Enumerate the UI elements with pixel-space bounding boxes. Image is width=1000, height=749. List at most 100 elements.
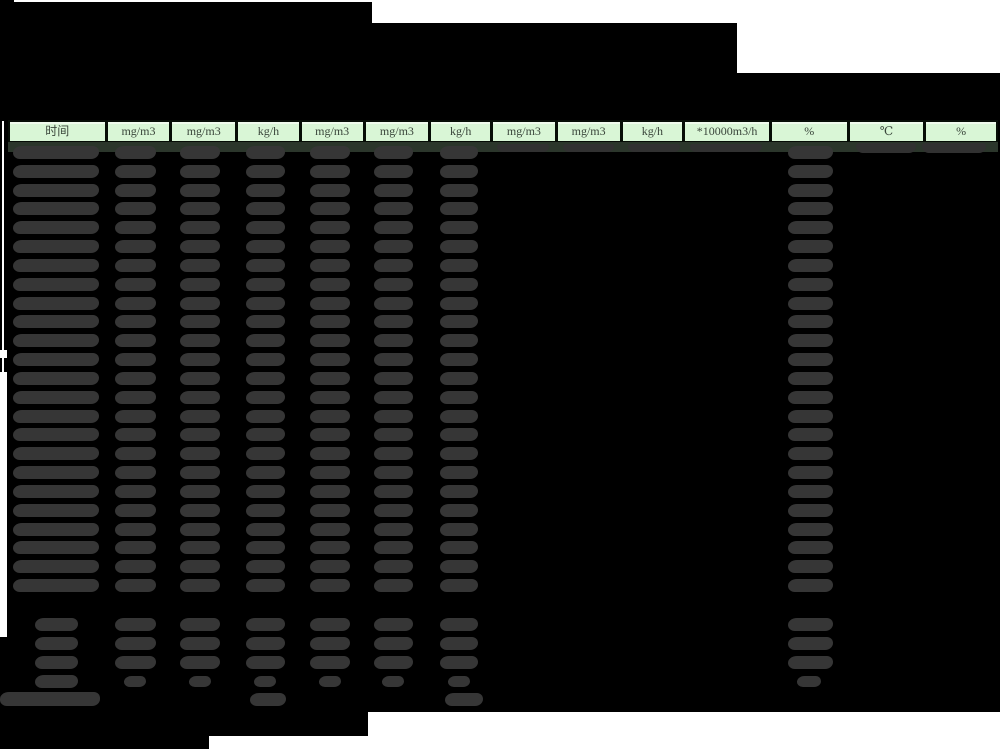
redacted-cell-value [35,655,78,669]
redacted-cell-value [374,221,413,235]
redacted-cell-value [115,296,156,310]
redacted-cell-value [180,258,220,272]
header-cell-8: mg/m3 [554,122,620,141]
redacted-cell-value [13,541,99,555]
redacted-cell-value [374,315,413,329]
redacted-cell-value [440,447,478,461]
redacted-cell-value [440,503,478,517]
redacted-cell-value [246,655,285,669]
redacted-cell-value [246,334,285,348]
redacted-cell-value [180,146,220,159]
redacted-cell-value [180,390,220,404]
redacted-cell-value [180,503,220,517]
header-cell-9: kg/h [619,122,683,141]
redacted-cell-value [35,674,78,688]
redacted-cell-value [180,183,220,197]
redacted-cell-value [497,144,549,152]
redacted-cell-value [440,466,478,480]
redacted-cell-value [254,675,276,687]
redacted-cell-value [310,183,350,197]
redacted-cell-value [310,560,350,574]
redacted-cell-value [180,579,220,593]
redacted-cell-value [115,183,156,197]
redacted-cell-value [440,146,478,159]
redacted-cell-value [115,202,156,216]
redacted-cell-value [788,221,833,235]
redacted-cell-value [13,447,99,461]
redacted-cell-value [310,655,350,669]
header-cell-13: % [923,122,996,141]
paper-edge-top [14,0,372,2]
redacted-cell-value [374,390,413,404]
redacted-cell-value [0,691,100,706]
redacted-cell-value [180,202,220,216]
redacted-cell-value [374,146,413,159]
redacted-cell-value [13,315,99,329]
redacted-cell-value [374,447,413,461]
redacted-cell-value [922,143,986,153]
redacted-cell-value [246,618,285,631]
redacted-cell-value [180,353,220,367]
redacted-cell-value [246,428,285,442]
redacted-cell-value [440,541,478,555]
redacted-cell-value [13,202,99,216]
redacted-cell-value [13,409,99,423]
header-cell-5: mg/m3 [362,122,429,141]
header-cell-1: mg/m3 [104,122,170,141]
redacted-cell-value [115,315,156,329]
redacted-cell-value [788,522,833,536]
redacted-cell-value [246,447,285,461]
paper-area-top-right-block [737,23,1000,73]
redacted-cell-value [788,579,833,593]
redacted-cell-value [310,221,350,235]
redacted-cell-value [180,541,220,555]
redacted-cell-value [440,258,478,272]
redacted-cell-value [35,636,78,650]
redacted-cell-value [310,146,350,159]
redacted-cell-value [628,144,680,152]
redacted-cell-value [374,334,413,348]
redacted-cell-value [246,202,285,216]
redacted-cell-value [310,258,350,272]
redacted-cell-value [440,522,478,536]
redacted-cell-value [13,334,99,348]
header-cell-10: *10000m3/h [682,122,769,141]
redacted-cell-value [13,183,99,197]
redacted-cell-value [115,618,156,631]
redacted-cell-value [13,503,99,517]
redacted-cell-value [374,618,413,631]
redacted-cell-value [115,258,156,272]
redacted-cell-value [374,409,413,423]
redacted-cell-value [180,466,220,480]
redacted-cell-value [788,371,833,385]
redacted-cell-value [440,579,478,593]
redacted-cell-value [788,560,833,574]
redacted-cell-value [124,675,146,687]
redacted-cell-value [246,164,285,178]
redacted-cell-value [246,409,285,423]
redacted-cell-value [180,277,220,291]
redacted-cell-value [115,579,156,593]
redacted-cell-value [115,240,156,254]
redacted-cell-value [374,428,413,442]
header-cell-11: % [768,122,847,141]
redacted-cell-value [13,221,99,235]
redacted-cell-value [246,522,285,536]
redacted-cell-value [115,371,156,385]
redacted-cell-value [310,522,350,536]
redacted-cell-value [115,503,156,517]
redacted-cell-value [180,334,220,348]
redacted-cell-value [115,428,156,442]
redacted-cell-value [246,221,285,235]
redacted-cell-value [788,240,833,254]
redacted-cell-value [246,296,285,310]
paper-edge-left-notch [0,350,7,358]
redacted-cell-value [788,183,833,197]
redacted-cell-value [374,296,413,310]
redacted-cell-value [115,146,156,159]
redacted-cell-value [788,258,833,272]
redacted-cell-value [448,675,470,687]
redacted-cell-value [180,371,220,385]
header-cell-2: mg/m3 [169,122,236,141]
redacted-cell-value [310,296,350,310]
